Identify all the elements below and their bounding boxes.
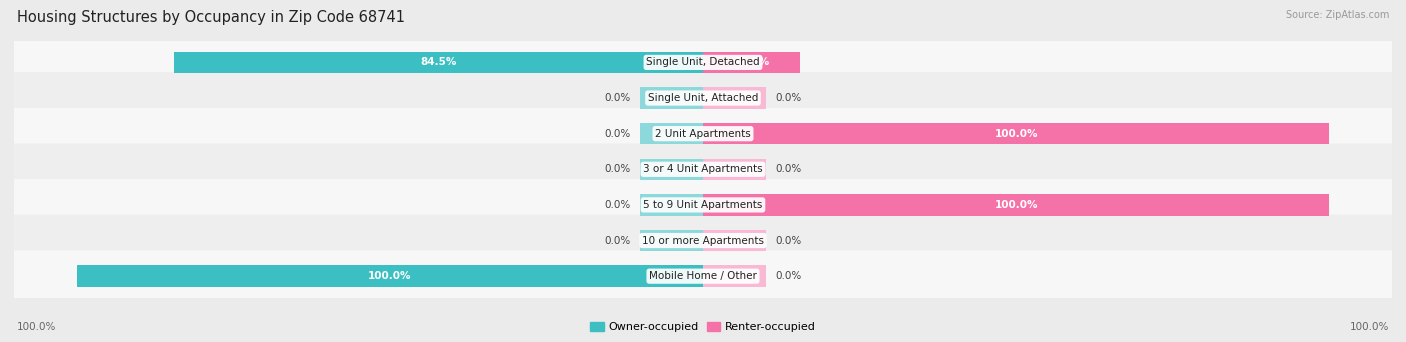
FancyBboxPatch shape (13, 108, 1393, 159)
Text: Single Unit, Attached: Single Unit, Attached (648, 93, 758, 103)
Bar (703, 194, 1329, 215)
Bar (703, 123, 1329, 144)
Text: 0.0%: 0.0% (605, 236, 631, 246)
FancyBboxPatch shape (13, 179, 1393, 231)
Bar (640, 159, 703, 180)
FancyBboxPatch shape (13, 37, 1393, 88)
Text: 100.0%: 100.0% (1350, 322, 1389, 332)
Bar (703, 159, 766, 180)
Text: Housing Structures by Occupancy in Zip Code 68741: Housing Structures by Occupancy in Zip C… (17, 10, 405, 25)
Text: 84.5%: 84.5% (420, 57, 457, 67)
Text: 0.0%: 0.0% (605, 129, 631, 139)
Bar (703, 265, 766, 287)
Text: Mobile Home / Other: Mobile Home / Other (650, 271, 756, 281)
FancyBboxPatch shape (13, 215, 1393, 266)
Text: 100.0%: 100.0% (17, 322, 56, 332)
Bar (640, 194, 703, 215)
Text: 0.0%: 0.0% (605, 164, 631, 174)
FancyBboxPatch shape (13, 143, 1393, 195)
Text: 5 to 9 Unit Apartments: 5 to 9 Unit Apartments (644, 200, 762, 210)
Text: 100.0%: 100.0% (994, 200, 1038, 210)
Text: 15.5%: 15.5% (734, 57, 769, 67)
Text: 0.0%: 0.0% (605, 200, 631, 210)
Bar (640, 230, 703, 251)
Text: Single Unit, Detached: Single Unit, Detached (647, 57, 759, 67)
Bar (703, 52, 800, 73)
FancyBboxPatch shape (13, 72, 1393, 124)
Text: 0.0%: 0.0% (775, 271, 801, 281)
Text: Source: ZipAtlas.com: Source: ZipAtlas.com (1285, 10, 1389, 20)
Text: 100.0%: 100.0% (368, 271, 412, 281)
Bar (174, 52, 703, 73)
Text: 100.0%: 100.0% (994, 129, 1038, 139)
Text: 0.0%: 0.0% (775, 164, 801, 174)
Text: 3 or 4 Unit Apartments: 3 or 4 Unit Apartments (643, 164, 763, 174)
Bar (77, 265, 703, 287)
Text: 0.0%: 0.0% (775, 236, 801, 246)
Text: 0.0%: 0.0% (605, 93, 631, 103)
Legend: Owner-occupied, Renter-occupied: Owner-occupied, Renter-occupied (586, 317, 820, 337)
FancyBboxPatch shape (13, 250, 1393, 302)
Bar (703, 87, 766, 109)
Text: 2 Unit Apartments: 2 Unit Apartments (655, 129, 751, 139)
Text: 10 or more Apartments: 10 or more Apartments (643, 236, 763, 246)
Bar (703, 230, 766, 251)
Bar (640, 87, 703, 109)
Bar (640, 123, 703, 144)
Text: 0.0%: 0.0% (775, 93, 801, 103)
